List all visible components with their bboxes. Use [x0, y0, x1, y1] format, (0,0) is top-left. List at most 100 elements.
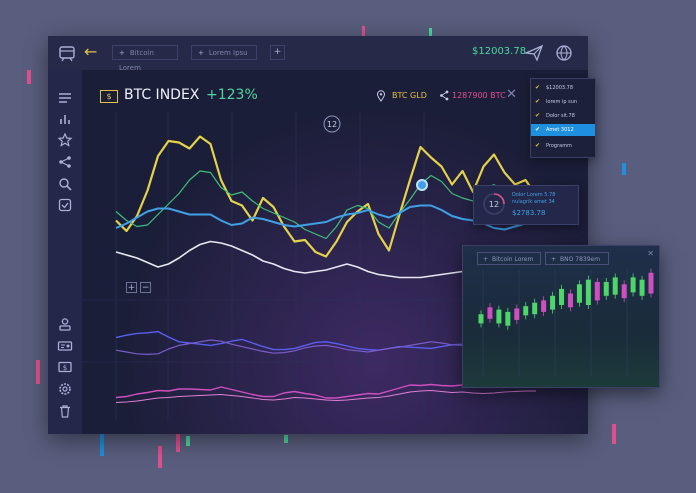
- candle-body: [639, 279, 645, 296]
- candle-body: [603, 282, 609, 296]
- share-icon[interactable]: [57, 154, 73, 170]
- candle-body: [594, 282, 600, 301]
- back-arrow-icon[interactable]: ←: [84, 42, 98, 61]
- plus-icon: +: [119, 49, 125, 57]
- marker-circle: [323, 115, 341, 133]
- btc-volume: 1287900 BTC: [452, 91, 506, 100]
- tab-label: BNO 7839em: [560, 256, 601, 263]
- progress-ring: 12: [483, 193, 505, 215]
- decor-candle: [622, 163, 626, 175]
- account-balance: $12003.78: [472, 46, 527, 57]
- panel-tab-bno[interactable]: + BNO 7839em: [545, 252, 609, 265]
- candle-body: [559, 288, 565, 305]
- candle-body: [541, 300, 547, 312]
- plus-icon: +: [551, 256, 557, 263]
- ring-label: 12: [489, 200, 499, 209]
- check-icon: ✔: [535, 98, 541, 105]
- tab-lorem-ipsu[interactable]: + Lorem Ipsu: [191, 45, 257, 60]
- candle-body: [550, 295, 556, 310]
- close-icon[interactable]: ✕: [647, 249, 654, 258]
- dropdown-item[interactable]: ✔ Dolor sit.78: [531, 110, 595, 122]
- plus-icon: +: [198, 49, 204, 57]
- share-icon[interactable]: [439, 90, 449, 101]
- dropdown-item[interactable]: ✔ $12003.78: [531, 82, 595, 94]
- candle-body: [487, 307, 493, 319]
- decor-candle: [612, 424, 616, 444]
- settings-icon[interactable]: [57, 381, 73, 397]
- add-tab-button[interactable]: +: [270, 45, 285, 60]
- series-line: [115, 204, 537, 231]
- candle-body: [648, 272, 654, 294]
- percent-change: +123%: [206, 87, 258, 103]
- search-icon[interactable]: [57, 176, 73, 192]
- plus-icon: +: [483, 256, 489, 263]
- candlestick-chart: [478, 268, 654, 376]
- candle-body: [621, 284, 627, 299]
- decor-candle: [100, 434, 104, 456]
- decor-candle: [284, 435, 288, 443]
- candlestick-panel: + Bitcoin Lorem + BNO 7839em ✕: [462, 245, 660, 388]
- close-icon[interactable]: ✕: [506, 87, 517, 102]
- series-line: [115, 390, 536, 403]
- check-icon: ✔: [535, 142, 541, 149]
- inbox-icon[interactable]: [57, 197, 73, 213]
- candle-body: [478, 314, 484, 324]
- series-line: [115, 170, 537, 240]
- decor-candle: [429, 28, 432, 36]
- candle-body: [576, 284, 582, 303]
- decor-candle: [176, 434, 180, 452]
- tab-label: Bitcoin Lorem: [119, 49, 154, 72]
- candle-body: [612, 277, 618, 295]
- globe-icon[interactable]: [554, 43, 574, 63]
- top-bar: ← + Bitcoin Lorem + Lorem Ipsu + $12003.78: [48, 36, 588, 72]
- dropdown-item[interactable]: ✔ Programm: [531, 140, 595, 152]
- decor-candle: [362, 26, 365, 38]
- tooltip-text: Dolor Lorem 5.78 nulagrik amet 34: [512, 192, 556, 205]
- dropdown-item[interactable]: ✔ lorem ip sun: [531, 96, 595, 108]
- zoom-out-button[interactable]: −: [140, 282, 151, 293]
- chart-grid: [82, 112, 588, 420]
- panel-tab-bitcoin-lorem[interactable]: + Bitcoin Lorem: [477, 252, 541, 265]
- candle-body: [585, 279, 591, 305]
- tab-label: Lorem Ipsu: [208, 49, 248, 57]
- candle-body: [523, 306, 529, 316]
- location-pin-icon: [376, 90, 386, 102]
- candle-body: [514, 308, 520, 320]
- candle-body: [630, 277, 636, 293]
- tab-bitcoin-lorem[interactable]: + Bitcoin Lorem: [112, 45, 178, 72]
- tab-label: Bitcoin Lorem: [492, 256, 534, 263]
- check-icon: ✔: [535, 126, 541, 133]
- decor-candle: [186, 436, 190, 446]
- line-charts: 12: [82, 112, 588, 420]
- svg-text:$: $: [63, 364, 67, 372]
- candle-body: [532, 302, 538, 315]
- candle-body: [505, 311, 511, 326]
- tooltip-value: $2783.78: [512, 209, 546, 217]
- marker-label: 12: [327, 120, 337, 129]
- page-title: BTC INDEX: [124, 87, 200, 103]
- dropdown-menu: ✔ $12003.78 ✔ lorem ip sun ✔ Dolor sit.78 ✔…: [530, 78, 596, 158]
- check-icon: ✔: [535, 84, 541, 91]
- user-icon[interactable]: [57, 316, 73, 332]
- candle-body: [567, 293, 573, 308]
- crosshair-point[interactable]: [416, 179, 428, 191]
- dropdown-item-selected[interactable]: ✔ Amet 3012: [531, 124, 595, 136]
- currency-badge: $: [100, 90, 118, 103]
- check-icon: ✔: [535, 112, 541, 119]
- menu-icon[interactable]: [57, 90, 73, 106]
- data-tooltip: 12 Dolor Lorem 5.78 nulagrik amet 34 $27…: [473, 185, 579, 225]
- money-icon[interactable]: $: [57, 359, 73, 375]
- sidebar: $: [48, 70, 82, 434]
- star-icon[interactable]: [57, 132, 73, 148]
- decor-candle: [27, 70, 31, 84]
- id-card-icon[interactable]: [57, 338, 73, 354]
- decor-candle: [158, 446, 162, 468]
- zoom-in-button[interactable]: +: [126, 282, 137, 293]
- send-icon[interactable]: [524, 43, 544, 63]
- decor-candle: [36, 360, 40, 384]
- bar-chart-icon[interactable]: [57, 111, 73, 127]
- series-line: [115, 135, 537, 258]
- trash-icon[interactable]: [57, 403, 73, 419]
- pair-label[interactable]: BTC GLD: [392, 91, 427, 100]
- candle-body: [496, 309, 502, 324]
